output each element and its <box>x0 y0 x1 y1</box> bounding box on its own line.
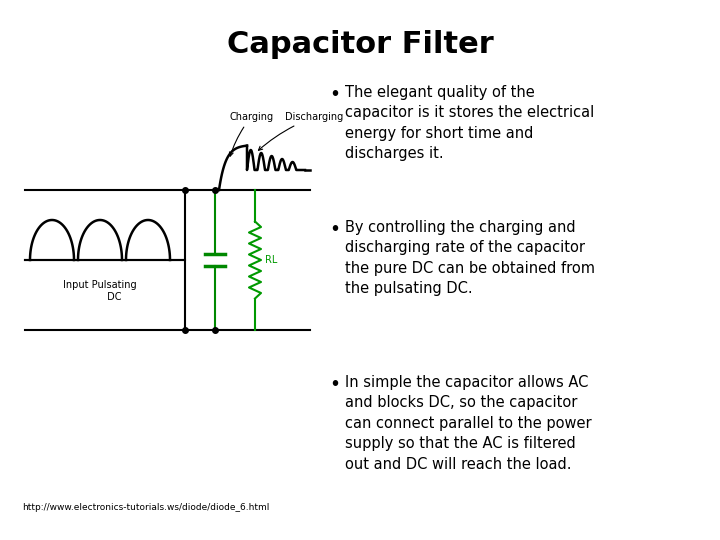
Text: Discharging: Discharging <box>258 112 343 150</box>
Text: •: • <box>329 375 340 394</box>
Text: •: • <box>329 220 340 239</box>
Text: Charging: Charging <box>229 112 273 156</box>
Text: •: • <box>329 85 340 104</box>
Text: In simple the capacitor allows AC
and blocks DC, so the capacitor
can connect pa: In simple the capacitor allows AC and bl… <box>345 375 592 471</box>
Text: The elegant quality of the
capacitor is it stores the electrical
energy for shor: The elegant quality of the capacitor is … <box>345 85 594 161</box>
Text: http://www.electronics-tutorials.ws/diode/diode_6.html: http://www.electronics-tutorials.ws/diod… <box>22 503 269 512</box>
Text: RL: RL <box>265 255 277 265</box>
Text: Input Pulsating
         DC: Input Pulsating DC <box>63 280 137 302</box>
Text: By controlling the charging and
discharging rate of the capacitor
the pure DC ca: By controlling the charging and discharg… <box>345 220 595 296</box>
Text: Capacitor Filter: Capacitor Filter <box>227 30 493 59</box>
